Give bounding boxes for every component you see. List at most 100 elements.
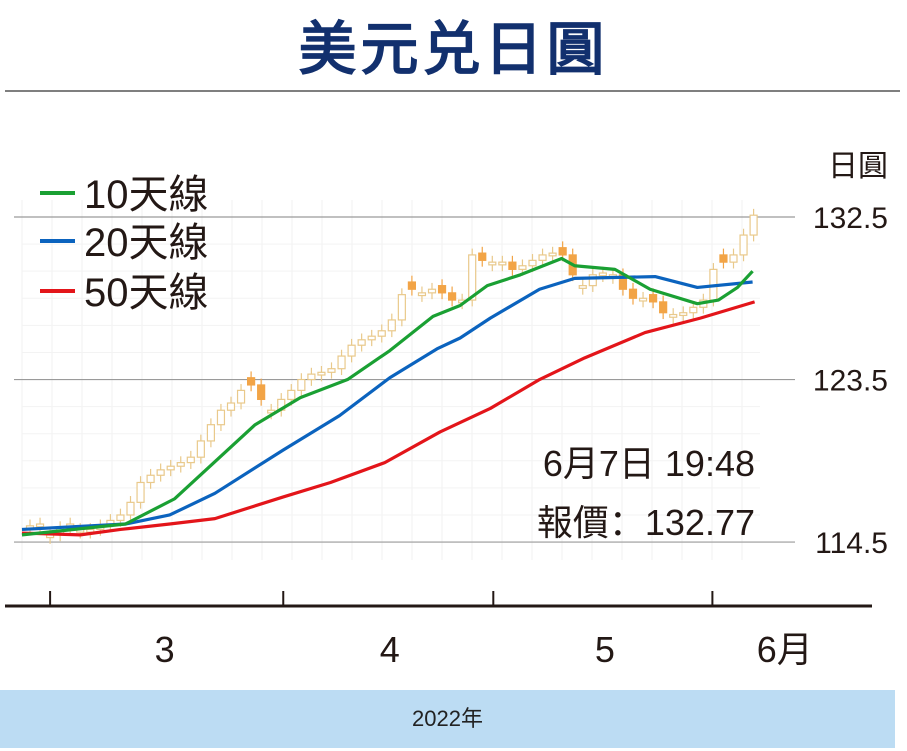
candle [226, 396, 236, 417]
candle-body [407, 281, 416, 290]
y-tick-label: 114.5 [815, 527, 888, 560]
candle-body [247, 377, 256, 386]
candle-body [297, 378, 306, 391]
candle [498, 255, 507, 272]
candle-body [257, 384, 266, 401]
candle [538, 248, 547, 267]
y-tick-labels: 132.5 123.5 114.5 [813, 202, 888, 560]
candle-body [528, 259, 537, 267]
x-tick-label: 4 [380, 629, 400, 670]
candle [437, 279, 447, 300]
candle [488, 255, 497, 272]
legend-label-ma10: 10天線 [84, 173, 209, 217]
candle-body [327, 368, 336, 373]
candle [478, 246, 487, 267]
candle [257, 378, 266, 406]
candle-body [387, 319, 396, 332]
candle-body [176, 462, 185, 467]
candle-body [126, 501, 135, 516]
candle [417, 286, 427, 302]
candle-body [146, 474, 155, 484]
candle [387, 313, 396, 338]
candle [206, 418, 215, 448]
candle-body [478, 252, 487, 261]
candle-body [206, 424, 215, 442]
candle [126, 496, 135, 522]
candle-body [628, 288, 638, 299]
candle [216, 403, 226, 432]
candle [679, 306, 688, 322]
candle [347, 338, 356, 363]
candle-body [307, 373, 316, 381]
candle [247, 371, 256, 392]
candle [407, 275, 416, 296]
candle-body [216, 409, 226, 426]
candle-body [166, 465, 175, 471]
candle-body [397, 294, 406, 321]
candle [548, 246, 557, 263]
x-ticks: 3 4 5 6月 [49, 591, 813, 670]
candle-body [377, 330, 386, 337]
candle-body [538, 254, 547, 261]
annotation-quote: 報價：132.77 [537, 502, 755, 543]
candle [628, 282, 638, 305]
candle-body [186, 456, 195, 464]
candle-body [468, 254, 477, 301]
candle-body [689, 306, 698, 314]
candle [588, 268, 597, 292]
candle [377, 324, 386, 343]
x-tick-label: 6月 [757, 629, 813, 670]
legend: 10天線 20天線 50天線 [40, 173, 209, 315]
candle [297, 373, 306, 397]
candle-body [156, 469, 165, 476]
candle-body [548, 252, 557, 257]
candle-body [518, 265, 527, 270]
candle-body [367, 335, 376, 341]
candle [327, 362, 336, 379]
horizontal-grid [14, 216, 795, 543]
candle [136, 476, 145, 509]
candle-body [719, 254, 728, 263]
candle [719, 248, 728, 269]
candle [739, 228, 748, 262]
series-line-10天線 [21, 256, 754, 537]
candle [236, 384, 246, 410]
legend-label-ma20: 20天線 [84, 221, 209, 265]
candle [337, 349, 346, 376]
candle [156, 463, 165, 482]
candle-body [35, 523, 45, 528]
candle-body [226, 402, 236, 411]
y-tick-label: 123.5 [813, 365, 888, 398]
candle-body [729, 254, 738, 263]
candle [659, 295, 668, 320]
candle-body [347, 344, 356, 357]
candle-body [679, 312, 688, 317]
candle [317, 365, 326, 382]
legend-label-ma50: 50天線 [84, 271, 209, 315]
candle-body [588, 274, 597, 287]
candle-body [648, 294, 658, 303]
candle [166, 459, 175, 477]
candle [508, 255, 517, 276]
candle-body [196, 440, 205, 458]
candle [638, 291, 648, 308]
candle-body [116, 514, 125, 522]
candle [578, 279, 587, 295]
candle [427, 282, 437, 300]
series-line-50天線 [21, 300, 756, 537]
x-tick-label: 5 [595, 629, 615, 670]
candle-body [598, 272, 607, 277]
ma-lines [21, 256, 756, 537]
candle-body [558, 247, 567, 256]
candle [367, 329, 376, 347]
candle-body [357, 339, 366, 346]
candle [749, 208, 758, 242]
candle-body [669, 313, 678, 318]
annotation-time: 6月7日 19:48 [543, 443, 755, 484]
candle-body [317, 371, 326, 376]
candle-body [749, 214, 758, 236]
candle-body [488, 261, 497, 266]
y-axis-unit: 日圓 [828, 150, 888, 183]
candle [397, 288, 406, 327]
